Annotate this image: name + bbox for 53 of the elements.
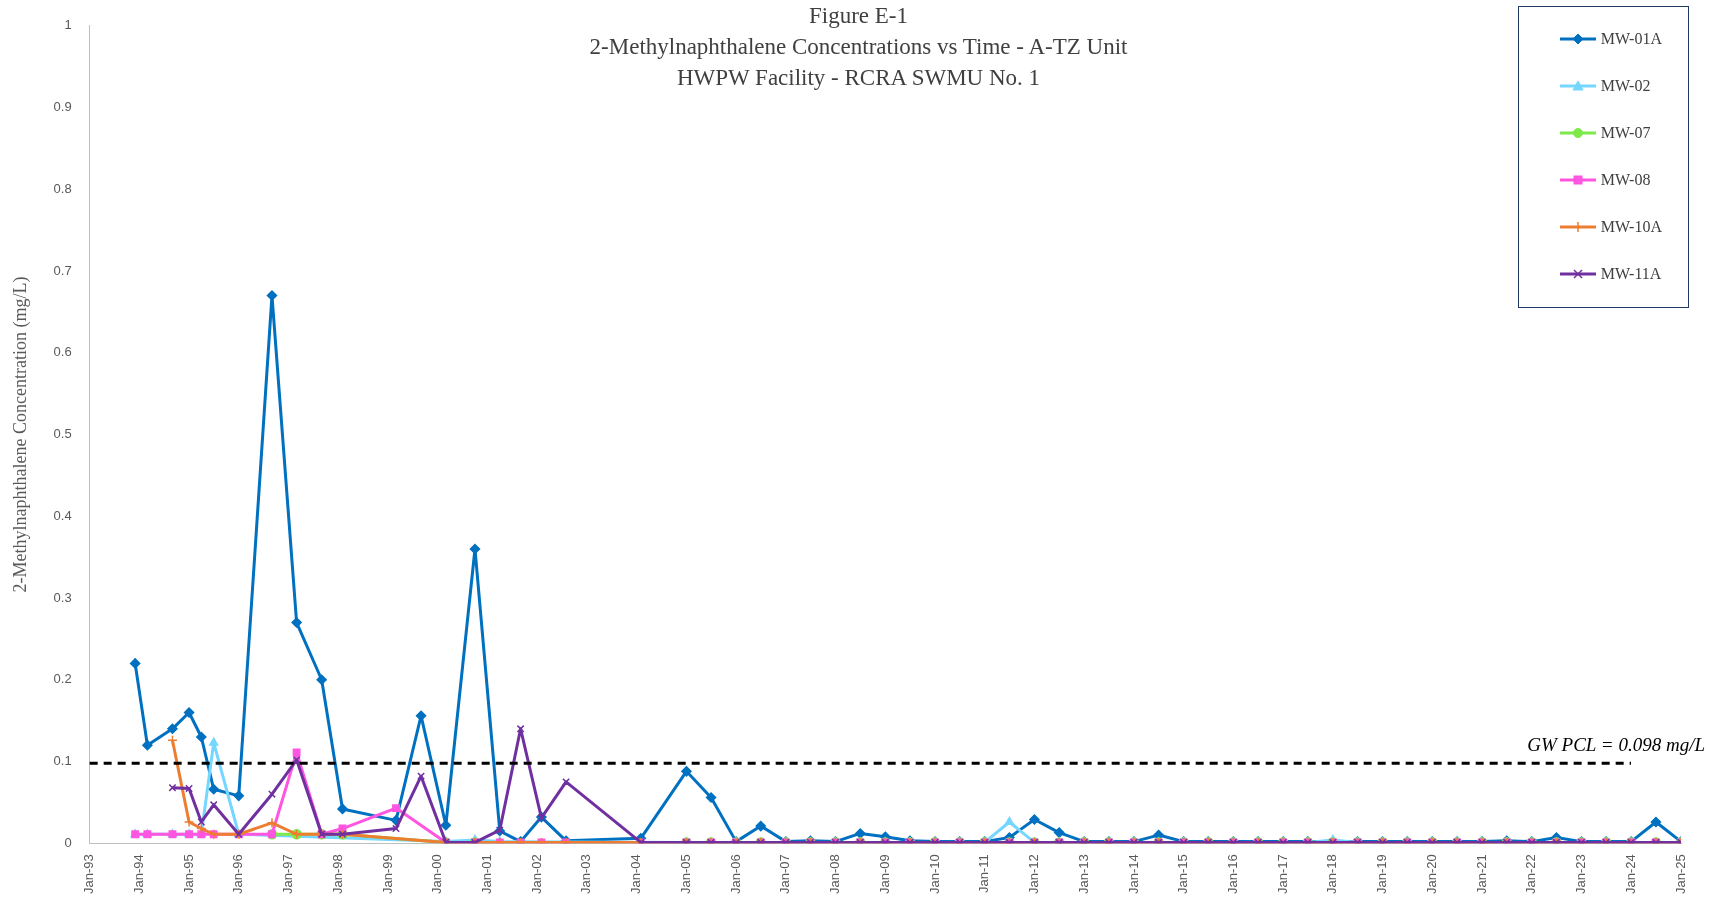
ref-line-label: GW PCL = 0.098 mg/L bbox=[1527, 733, 1705, 755]
x-tick-label: Jan-24 bbox=[1622, 854, 1638, 894]
x-tick-label: Jan-06 bbox=[727, 854, 743, 894]
x-tick-label: Jan-99 bbox=[379, 854, 395, 894]
x-tick-label: Jan-25 bbox=[1672, 854, 1688, 894]
x-tick-label: Jan-01 bbox=[479, 854, 495, 894]
x-tick-label: Jan-11 bbox=[976, 854, 992, 894]
y-tick-label: 0 bbox=[64, 834, 72, 850]
x-tick-label: Jan-98 bbox=[329, 854, 345, 894]
y-tick-label: 0.5 bbox=[53, 426, 72, 442]
x-tick-label: Jan-93 bbox=[81, 854, 97, 894]
y-tick-label: 0.3 bbox=[53, 589, 72, 605]
x-tick-label: Jan-14 bbox=[1125, 854, 1141, 894]
legend-label: MW-08 bbox=[1600, 170, 1651, 189]
y-tick-label: 0.8 bbox=[53, 180, 72, 196]
x-tick-label: Jan-94 bbox=[130, 854, 146, 894]
x-tick-label: Jan-10 bbox=[926, 854, 942, 894]
legend-label: MW-02 bbox=[1600, 76, 1651, 95]
chart-title: Figure E-1 2-Methylnaphthalene Concentrations vs Time - A-TZ Unit HWPW Facility - RCRA SWMU No. 1 bbox=[589, 3, 1128, 90]
x-tick-label: Jan-16 bbox=[1224, 854, 1240, 894]
legend-label: MW-07 bbox=[1600, 123, 1651, 142]
legend-label: MW-10A bbox=[1600, 217, 1662, 236]
x-tick-label: Jan-13 bbox=[1075, 854, 1091, 894]
x-tick-label: Jan-97 bbox=[280, 854, 296, 894]
x-tick-label: Jan-21 bbox=[1473, 854, 1489, 894]
y-tick-label: 1 bbox=[64, 17, 72, 33]
x-tick-label: Jan-02 bbox=[528, 854, 544, 894]
y-tick-label: 0.1 bbox=[53, 753, 72, 769]
x-tick-label: Jan-19 bbox=[1374, 854, 1390, 894]
x-tick-label: Jan-00 bbox=[429, 854, 445, 894]
x-tick-label: Jan-17 bbox=[1274, 854, 1290, 894]
x-tick-label: Jan-04 bbox=[628, 854, 644, 894]
x-tick-label: Jan-20 bbox=[1423, 854, 1439, 894]
y-tick-label: 0.4 bbox=[53, 507, 72, 523]
y-axis-title: 2-Methylnaphthalene Concentration (mg/L) bbox=[9, 276, 31, 593]
x-tick-label: Jan-18 bbox=[1324, 854, 1340, 894]
x-tick-label: Jan-96 bbox=[230, 854, 246, 894]
legend-label: MW-11A bbox=[1600, 264, 1662, 283]
x-tick-label: Jan-23 bbox=[1573, 854, 1589, 894]
x-tick-label: Jan-07 bbox=[777, 854, 793, 894]
legend-label: MW-01A bbox=[1600, 29, 1662, 48]
x-tick-label: Jan-08 bbox=[827, 854, 843, 894]
x-tick-label: Jan-05 bbox=[678, 854, 693, 894]
x-tick-label: Jan-15 bbox=[1175, 854, 1191, 894]
x-tick-label: Jan-03 bbox=[578, 854, 594, 894]
x-tick-label: Jan-09 bbox=[876, 854, 892, 894]
y-tick-label: 0.7 bbox=[53, 262, 72, 278]
y-tick-label: 0.2 bbox=[53, 671, 72, 687]
y-tick-label: 0.9 bbox=[53, 99, 72, 115]
x-tick-label: Jan-12 bbox=[1026, 854, 1041, 894]
x-tick-label: Jan-22 bbox=[1523, 854, 1539, 894]
x-tick-label: Jan-95 bbox=[180, 854, 196, 894]
y-tick-label: 0.6 bbox=[53, 344, 72, 360]
